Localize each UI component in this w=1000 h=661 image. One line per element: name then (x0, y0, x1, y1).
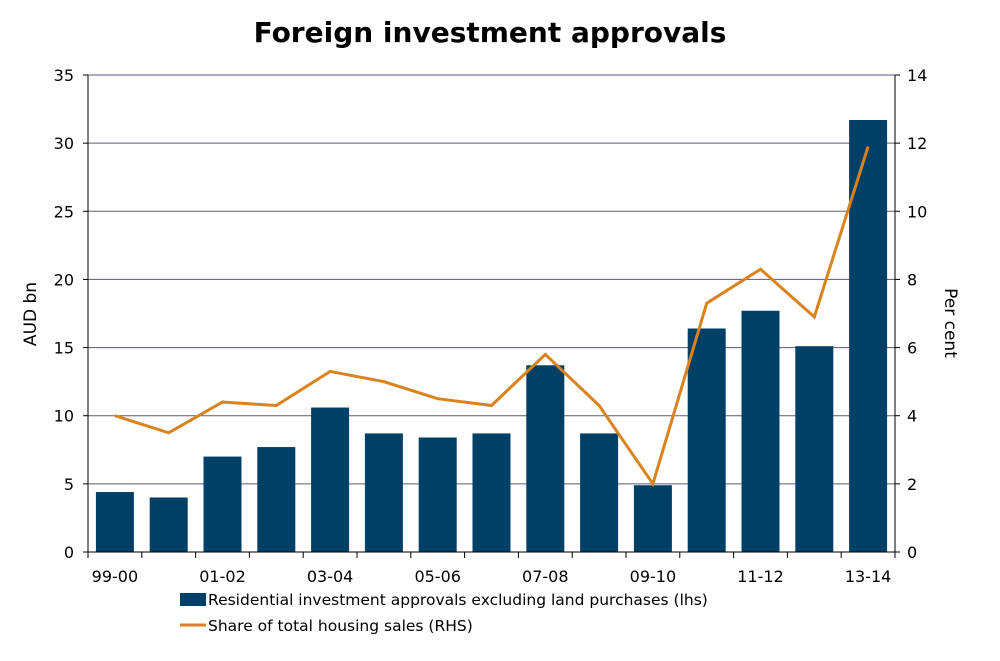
bar (795, 346, 834, 552)
x-tick-label: 07-08 (522, 567, 569, 586)
y-right-tick-label: 14 (907, 66, 927, 85)
axes: 0 5 10 15 20 25 30 35 0 2 4 6 8 10 12 14 99-00 01-02 03-04… (54, 66, 928, 586)
y-left-tick-label: 20 (54, 270, 74, 289)
x-tick-label: 09-10 (630, 567, 677, 586)
bar (203, 456, 242, 552)
y-axis-left-label: AUD bn (21, 282, 41, 346)
bar (149, 497, 188, 552)
legend: Residential investment approvals excludi… (180, 591, 708, 635)
line-series (114, 146, 870, 488)
bar (364, 433, 403, 552)
bar (95, 492, 134, 552)
x-tick-label: 11-12 (737, 567, 784, 586)
x-tick-label: 01-02 (199, 567, 246, 586)
legend-bar-label: Residential investment approvals excludi… (208, 591, 708, 609)
x-tick-label: 13-14 (845, 567, 892, 586)
gridlines (88, 74, 895, 485)
bar (741, 310, 780, 552)
x-tick-label: 99-00 (92, 567, 139, 586)
y-left-tick-label: 15 (54, 339, 74, 358)
y-left-tick-label: 5 (64, 475, 74, 494)
x-tick-label: 03-04 (307, 567, 354, 586)
y-left-tick-label: 30 (54, 134, 74, 153)
bar (849, 119, 888, 552)
legend-line-label: Share of total housing sales (RHS) (208, 617, 473, 635)
legend-bar-swatch (180, 593, 206, 606)
x-tick-label: 05-06 (414, 567, 461, 586)
y-left-tick-label: 10 (54, 407, 74, 426)
y-right-tick-label: 10 (907, 202, 927, 221)
y-right-tick-label: 4 (907, 407, 917, 426)
y-left-tick-label: 25 (54, 202, 74, 221)
bar (580, 433, 619, 552)
y-right-tick-label: 0 (907, 543, 917, 562)
y-right-tick-label: 12 (907, 134, 927, 153)
bars (95, 119, 888, 552)
bar (311, 407, 350, 552)
bar (418, 437, 457, 552)
y-left-tick-label: 35 (54, 66, 74, 85)
bar (526, 365, 565, 552)
bar (633, 485, 672, 552)
bar (687, 328, 726, 552)
chart-title: Foreign investment approvals (254, 16, 727, 49)
y-right-tick-label: 2 (907, 475, 917, 494)
bar (257, 447, 296, 552)
y-right-tick-label: 8 (907, 270, 917, 289)
y-axis-right-label: Per cent (940, 288, 960, 358)
bar (472, 433, 511, 552)
y-right-tick-label: 6 (907, 339, 917, 358)
y-left-tick-label: 0 (64, 543, 74, 562)
